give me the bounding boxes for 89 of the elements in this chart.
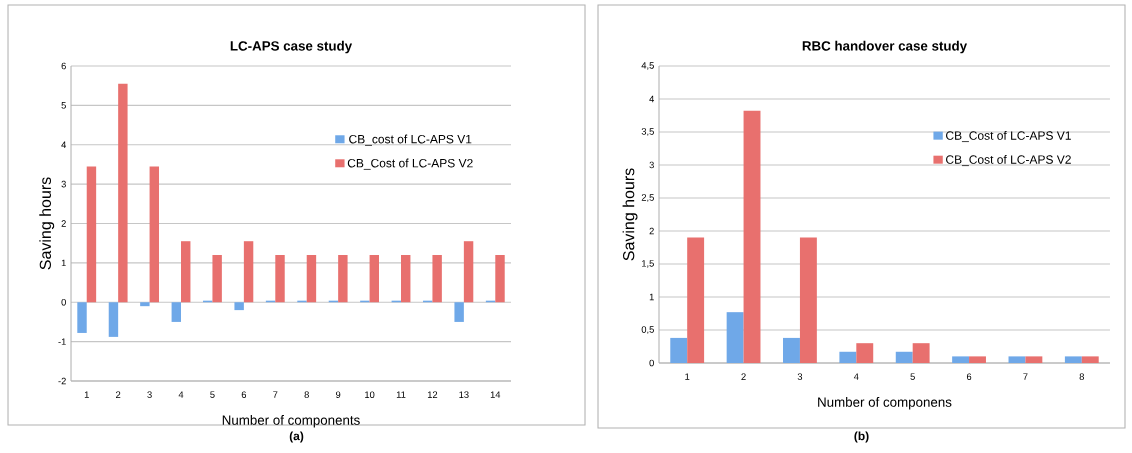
y-tick-label: 3 <box>649 161 654 169</box>
x-tick-label: 5 <box>910 373 915 380</box>
x-tick-label: 11 <box>396 391 406 398</box>
bar <box>1081 356 1099 363</box>
x-tick-label: 13 <box>459 391 469 398</box>
bar <box>895 351 913 363</box>
bar <box>687 237 705 363</box>
bar <box>670 337 688 363</box>
bar <box>463 241 474 303</box>
x-tick-label: 2 <box>741 373 746 380</box>
y-tick-label: 0,5 <box>641 326 654 334</box>
bar <box>969 356 986 363</box>
bar <box>234 302 244 311</box>
x-tick-label: 5 <box>210 391 215 398</box>
legend-label: CB_Cost of LC-APS V2 <box>347 158 473 170</box>
bar <box>1008 356 1026 363</box>
y-tick-label: -1 <box>58 338 66 345</box>
bar <box>140 302 150 307</box>
bar <box>275 254 285 303</box>
y-tick-label: 3,5 <box>641 128 654 136</box>
bar <box>839 351 857 363</box>
x-tick-label: 3 <box>797 373 803 380</box>
x-tick-label: 3 <box>147 391 152 398</box>
x-tick-label: 10 <box>365 391 375 398</box>
y-tick-label: 4 <box>61 141 67 148</box>
bar <box>743 110 761 363</box>
y-tick-label: 2,5 <box>641 194 654 202</box>
bar <box>783 337 800 363</box>
bar <box>495 254 505 303</box>
bar <box>77 302 87 333</box>
x-axis-title: Number of components <box>222 415 360 428</box>
chart-title: LC-APS case study <box>230 40 353 54</box>
bar <box>1025 356 1043 363</box>
bar <box>181 241 191 303</box>
bar <box>171 302 182 322</box>
y-tick-label: 1,5 <box>642 260 654 268</box>
bar <box>369 254 380 303</box>
x-tick-label: 1 <box>84 391 89 398</box>
y-tick-label: -2 <box>58 377 66 385</box>
y-tick-label: 0 <box>61 298 66 306</box>
y-tick-label: 4,5 <box>641 62 654 70</box>
x-tick-label: 1 <box>685 373 690 380</box>
bar <box>149 166 160 303</box>
y-axis-title: Saving hours <box>39 177 55 270</box>
y-tick-label: 1 <box>649 293 654 301</box>
x-tick-label: 2 <box>116 391 121 398</box>
legend-label: CB_cost of LC-APS V1 <box>349 134 472 146</box>
x-tick-label: 12 <box>427 391 438 398</box>
bar <box>401 254 411 303</box>
x-axis-title: Number of componens <box>818 397 952 410</box>
text: (b) <box>854 431 869 443</box>
x-tick-label: 7 <box>1023 373 1028 380</box>
x-tick-label: 6 <box>966 373 972 380</box>
y-tick-label: 5 <box>61 102 66 109</box>
bar <box>86 166 97 303</box>
bar <box>243 241 254 303</box>
y-tick-label: 2 <box>61 220 66 227</box>
legend-label: CB_Cost of LC-APS V2 <box>946 155 1071 167</box>
y-tick-label: 6 <box>61 62 66 70</box>
x-tick-label: 9 <box>335 391 341 398</box>
x-tick-label: 4 <box>178 391 184 398</box>
y-tick-label: 4 <box>649 95 655 103</box>
y-tick-label: 2 <box>649 227 654 235</box>
bar <box>432 254 442 303</box>
bar <box>118 83 128 303</box>
x-tick-label: 8 <box>1079 373 1084 380</box>
x-tick-label: 4 <box>853 373 859 380</box>
bar <box>454 302 464 322</box>
bar <box>212 254 222 303</box>
x-tick-label: 7 <box>273 391 278 398</box>
text: (a) <box>289 431 304 443</box>
y-axis-title: Saving hours <box>622 168 638 261</box>
x-tick-label: 14 <box>490 391 501 398</box>
bar <box>338 254 348 303</box>
y-tick-label: 1 <box>61 259 66 267</box>
bar <box>799 237 817 363</box>
bar <box>912 343 930 363</box>
bar <box>108 302 119 337</box>
bar <box>856 343 874 363</box>
bar <box>306 254 317 303</box>
bar <box>726 312 744 363</box>
x-tick-label: 6 <box>241 391 247 398</box>
y-tick-label: 0 <box>649 359 654 367</box>
bar <box>952 356 970 363</box>
y-tick-label: 3 <box>61 180 66 188</box>
x-tick-label: 8 <box>304 391 309 398</box>
bar <box>1064 356 1082 363</box>
chart-title: RBC handover case study <box>802 40 968 54</box>
legend-label: CB_Cost of LC-APS V1 <box>946 131 1071 143</box>
